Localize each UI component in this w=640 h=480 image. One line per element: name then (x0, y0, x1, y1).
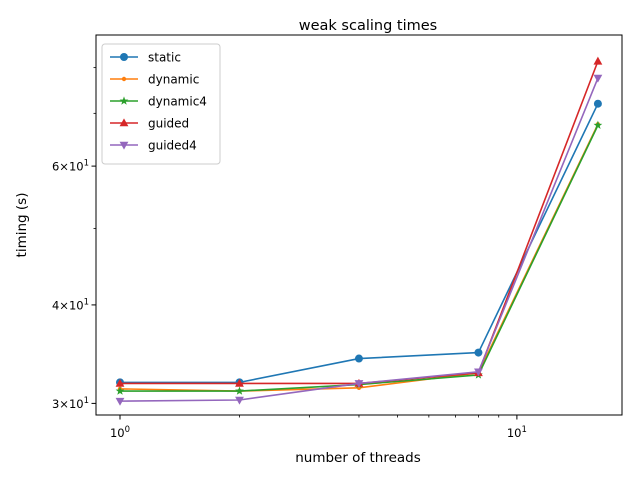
legend-label: dynamic4 (148, 95, 207, 109)
data-point (593, 74, 603, 83)
x-axis-label: number of threads (295, 450, 421, 466)
data-point (115, 397, 125, 406)
data-point (593, 56, 603, 65)
legend-label: static (148, 51, 181, 65)
chart-title: weak scaling times (299, 18, 437, 34)
y-axis: 3×101 4×101 6×101 (52, 67, 96, 411)
data-point (115, 386, 125, 395)
data-point (235, 386, 244, 395)
legend-label: dynamic (148, 73, 199, 87)
data-point (474, 368, 483, 377)
data-point (354, 380, 364, 389)
data-point (474, 348, 483, 357)
data-point (115, 378, 125, 387)
legend-entry: dynamic4 (110, 95, 207, 109)
axes-frame (95, 34, 623, 416)
series-guided4 (115, 74, 603, 406)
legend-entry: static (110, 51, 181, 65)
legend: static dynamic dynamic4 guided guided4 (101, 43, 221, 165)
legend-marker (119, 96, 129, 105)
data-point (354, 354, 363, 363)
legend-marker (119, 141, 129, 150)
legend-label: guided (148, 117, 189, 131)
legend-marker (121, 76, 127, 82)
legend-marker (119, 118, 129, 127)
plot-area (115, 56, 603, 406)
y-tick-label: 6×101 (52, 159, 89, 174)
data-point (593, 120, 603, 129)
y-tick-label: 3×101 (52, 396, 89, 411)
legend-entry: dynamic (110, 73, 199, 87)
legend-box (101, 43, 221, 165)
data-point (593, 99, 602, 108)
legend-marker (120, 53, 128, 61)
legend-entry: guided4 (110, 139, 197, 153)
data-point (235, 378, 244, 387)
data-point (235, 396, 244, 405)
y-axis-label: timing (s) (14, 193, 30, 258)
legend-label: guided4 (148, 139, 197, 153)
y-tick-label: 4×101 (52, 297, 89, 312)
legend-entry: guided (110, 117, 189, 131)
